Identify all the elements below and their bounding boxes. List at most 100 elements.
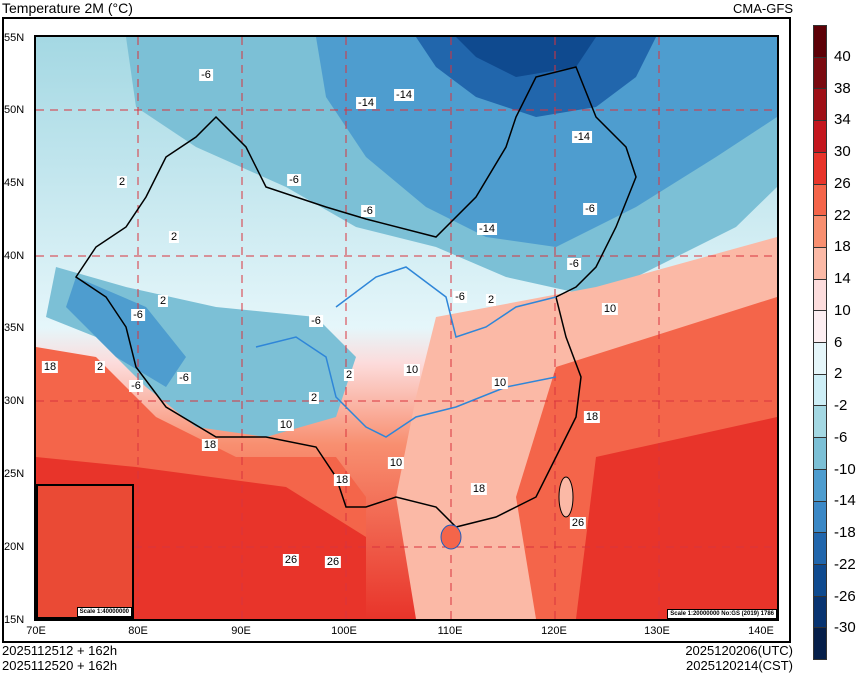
- colorbar-tick-label: -14: [834, 492, 856, 510]
- yellow-river: [335, 266, 557, 338]
- colorbar-segment: [814, 596, 826, 629]
- colorbar-tick-label: 18: [834, 238, 851, 256]
- contour-label: 10: [601, 303, 619, 315]
- colorbar-tick-label: -18: [834, 524, 856, 541]
- colorbar-tick-label: -10: [834, 460, 856, 478]
- colorbar-segment: [814, 469, 826, 502]
- colorbar-tick-label: 6: [834, 333, 843, 351]
- contour-label: -6: [361, 205, 375, 217]
- colorbar-segment: [814, 311, 826, 344]
- contour-label: 18: [583, 411, 601, 423]
- colorbar-segment: [814, 533, 826, 565]
- contour-label: -6: [177, 372, 191, 384]
- contour-label: 26: [324, 556, 342, 568]
- contour-label: 2: [308, 392, 320, 404]
- colorbar-segment: [814, 343, 826, 375]
- colorbar-tick-label: 2: [834, 365, 843, 383]
- lon-label: 100E: [331, 625, 357, 637]
- temperature-map: Scale 1:40000000 Scale 1:20000000 No:GS …: [34, 35, 779, 621]
- lon-label: 140E: [748, 625, 774, 637]
- colorbar-segment: [814, 216, 826, 248]
- colorbar-segment: [814, 279, 826, 312]
- lon-label: 70E: [26, 625, 46, 637]
- lon-label: 90E: [231, 625, 251, 637]
- colorbar-tick-label: 26: [834, 174, 851, 192]
- contour-label: -6: [129, 380, 143, 392]
- model-name: CMA-GFS: [733, 1, 793, 16]
- contour-label: -14: [356, 97, 376, 109]
- contour-label: 18: [470, 483, 488, 495]
- contour-label: 10: [403, 364, 421, 376]
- colorbar: [813, 25, 827, 660]
- colorbar-segment: [814, 438, 826, 470]
- graticule: [36, 37, 777, 619]
- colorbar-tick-label: 14: [834, 270, 851, 287]
- colorbar-tick-label: -22: [834, 555, 856, 573]
- lon-label: 80E: [128, 625, 148, 637]
- contour-label: 26: [569, 517, 587, 529]
- lon-label: 130E: [644, 625, 670, 637]
- colorbar-tick-label: 30: [834, 143, 851, 160]
- colorbar-segment: [814, 57, 826, 90]
- yangtze-river: [255, 336, 557, 438]
- contour-label: 10: [491, 377, 509, 389]
- colorbar-segment: [814, 247, 826, 280]
- lat-label: 15N: [4, 614, 25, 626]
- colorbar-segment: [814, 564, 826, 597]
- contour-label: -6: [199, 69, 213, 81]
- map-scale-label: Scale 1:20000000 No:GS (2019) 1786: [667, 609, 777, 619]
- contour-label: 10: [277, 419, 295, 431]
- contour-label: 2: [343, 369, 355, 381]
- contour-label: 10: [387, 457, 405, 469]
- lat-label: 25N: [4, 468, 25, 480]
- contour-label: -6: [287, 174, 301, 186]
- lat-label: 35N: [4, 322, 25, 334]
- chart-title: Temperature 2M (°C): [2, 0, 133, 16]
- colorbar-segment: [814, 152, 826, 185]
- contour-label: 26: [282, 554, 300, 566]
- contour-label: -14: [572, 131, 592, 143]
- init-time-cst: 2025112520 + 162h: [2, 658, 118, 673]
- china-border: [74, 66, 637, 528]
- contour-label: -6: [453, 291, 467, 303]
- plot-frame: [2, 17, 791, 643]
- colorbar-tick-label: 34: [834, 111, 851, 129]
- init-time-utc: 2025112512 + 162h: [2, 643, 118, 658]
- contour-label: -14: [394, 89, 414, 101]
- colorbar-tick-label: -30: [834, 619, 856, 637]
- contour-label: 2: [168, 231, 180, 243]
- map-canvas: [36, 37, 777, 619]
- contour-label: -6: [567, 258, 581, 270]
- colorbar-tick-label: -26: [834, 587, 856, 605]
- colorbar-tick-label: 22: [834, 206, 851, 224]
- colorbar-segment: [814, 184, 826, 217]
- colorbar-tick-label: 40: [834, 47, 851, 65]
- colorbar-segment: [814, 374, 826, 407]
- contour-label: 18: [201, 439, 219, 451]
- lon-label: 120E: [541, 625, 567, 637]
- contour-label: -6: [309, 315, 323, 327]
- contour-label: -6: [131, 309, 145, 321]
- colorbar-segment: [814, 89, 826, 122]
- inset-scale-label: Scale 1:40000000: [76, 607, 132, 617]
- colorbar-tick-label: -2: [834, 397, 848, 414]
- lat-label: 30N: [4, 395, 25, 407]
- colorbar-tick-label: -6: [834, 428, 848, 446]
- south-china-sea-inset: Scale 1:40000000: [36, 484, 134, 619]
- contour-label: 18: [333, 474, 351, 486]
- lat-label: 55N: [4, 32, 25, 44]
- colorbar-segment: [814, 501, 826, 534]
- lat-label: 45N: [4, 177, 25, 189]
- contour-label: 2: [157, 295, 169, 307]
- contour-label: 2: [94, 361, 106, 373]
- lat-label: 50N: [4, 104, 25, 116]
- valid-time-utc: 2025120206(UTC): [685, 643, 793, 658]
- lat-label: 40N: [4, 250, 25, 262]
- contour-label: 2: [485, 294, 497, 306]
- valid-time-cst: 2025120214(CST): [686, 658, 793, 673]
- colorbar-segment: [814, 406, 826, 439]
- colorbar-segment: [814, 121, 826, 153]
- contour-label: -6: [583, 203, 597, 215]
- contour-label: 18: [41, 361, 59, 373]
- lat-label: 20N: [4, 541, 25, 553]
